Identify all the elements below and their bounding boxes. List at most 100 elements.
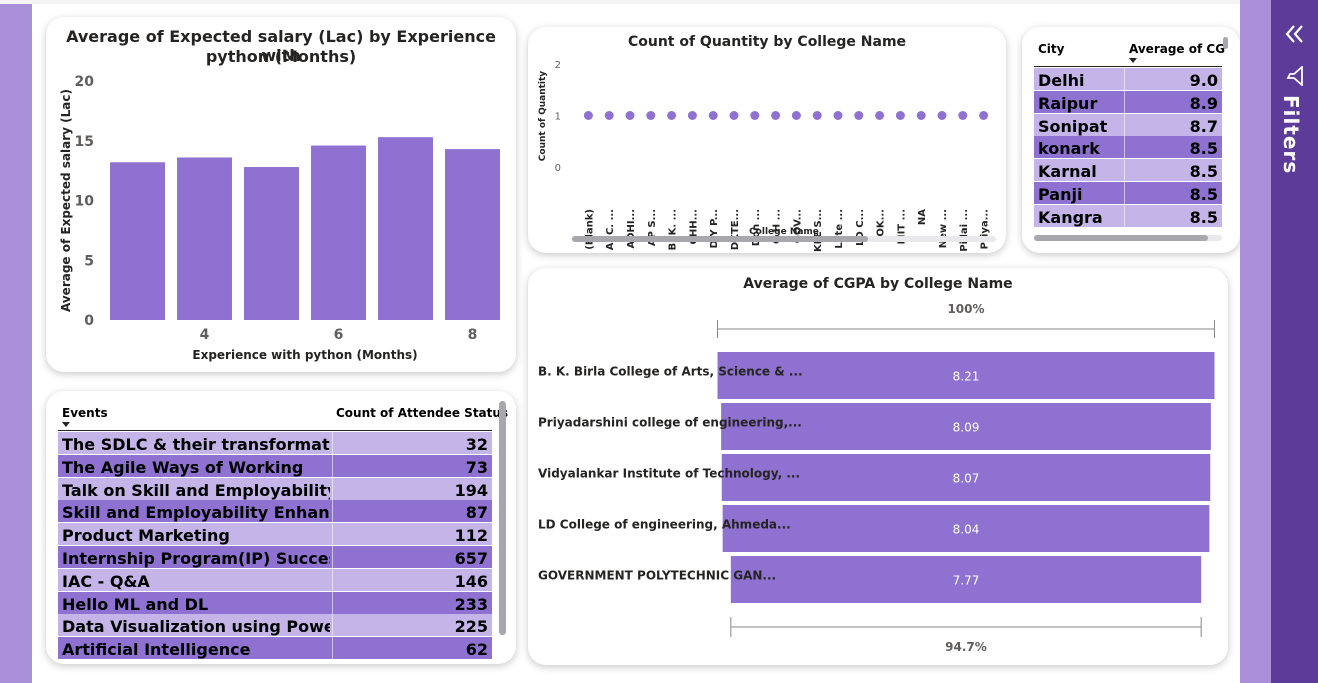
quantity-point xyxy=(729,111,739,120)
event-row-label: Artificial Intelligence xyxy=(62,640,251,660)
city-row[interactable]: konark 8.5 xyxy=(1034,136,1222,159)
salary-bar xyxy=(244,167,299,320)
event-row-label: Talk on Skill and Employability Enhancem… xyxy=(62,480,330,500)
events-sort-desc-icon[interactable] xyxy=(62,422,70,427)
quantity-point xyxy=(937,111,947,120)
city-row[interactable]: Panji 8.5 xyxy=(1034,182,1222,204)
events-column-header[interactable]: Events xyxy=(62,406,108,420)
x-tick-label: Pillai ... xyxy=(959,209,970,252)
attendee-count-column-header[interactable]: Count of Attendee Status xyxy=(336,406,509,420)
city-row[interactable]: Raipur 8.9 xyxy=(1034,90,1222,113)
cgpa-category-label: LD College of engineering, Ahmeda... xyxy=(538,518,791,532)
event-row-value: 657 xyxy=(454,549,488,568)
double-chevron-left-icon[interactable] xyxy=(1283,22,1307,46)
city-row[interactable]: Kangra 8.5 xyxy=(1034,204,1222,227)
events-table-vscroll-thumb[interactable] xyxy=(499,401,506,635)
x-axis-label: Experience with python (Months) xyxy=(192,348,417,362)
event-row[interactable]: Skill and Employability Enhancement 87 xyxy=(58,500,492,523)
filters-label[interactable]: Filters xyxy=(1279,95,1303,175)
event-row-label: Product Marketing xyxy=(62,526,230,546)
event-row[interactable]: Artificial Intelligence 62 xyxy=(58,637,492,660)
column-divider xyxy=(332,568,333,591)
cgpa-column-header[interactable]: Average of CGP. xyxy=(1129,42,1225,56)
cgpa-bar xyxy=(721,454,1211,501)
event-row[interactable]: Data Visualization using Power BI 225 xyxy=(58,614,492,637)
city-row-label: konark xyxy=(1038,139,1100,159)
y-tick-label: 1 xyxy=(555,112,561,123)
event-row-value: 233 xyxy=(454,594,488,614)
column-divider xyxy=(1124,136,1125,159)
quantity-point xyxy=(708,111,718,120)
salary-bar xyxy=(311,145,366,320)
cgpa-data-label: 8.21 xyxy=(953,370,980,384)
funnel-bottom-percent: 94.7% xyxy=(945,640,987,654)
event-row[interactable]: The Agile Ways of Working 73 xyxy=(58,454,492,477)
cgpa-category-label: Priyadarshini college of engineering,... xyxy=(538,416,802,430)
filters-pane[interactable]: Filters xyxy=(1271,0,1318,683)
sort-desc-icon[interactable] xyxy=(1129,58,1137,63)
quantity-point xyxy=(687,111,697,120)
quantity-point xyxy=(916,111,926,120)
cgpa-chart-card[interactable]: Average of CGPA by College Name 100% 8.21… xyxy=(528,268,1228,665)
event-row-value: 32 xyxy=(465,435,488,454)
city-row[interactable]: Delhi 9.0 xyxy=(1034,68,1222,90)
x-tick-label: NA xyxy=(917,209,928,225)
event-row[interactable]: Product Marketing 112 xyxy=(58,523,492,546)
city-table-vscroll[interactable] xyxy=(1223,37,1228,49)
events-table-card[interactable]: Events Count of Attendee Status The SDLC… xyxy=(46,391,516,664)
cgpa-data-label: 8.07 xyxy=(953,472,980,486)
event-row[interactable]: Internship Program(IP) Success Conclave 6… xyxy=(58,546,492,568)
y-axis-label: Count of Quantity xyxy=(538,71,548,161)
y-tick-label: 20 xyxy=(75,74,95,90)
quantity-chart-plot: 2 1 0 Count of Quantity (Blank) A. C. ... ADHI… xyxy=(538,60,991,252)
city-row-value: 8.5 xyxy=(1189,139,1218,159)
column-divider xyxy=(1124,182,1125,204)
event-row[interactable]: Hello ML and DL 233 xyxy=(58,591,492,614)
x-tick-label: DKTE... xyxy=(730,209,741,250)
x-tick-label: New ... xyxy=(938,209,949,248)
quantity-point xyxy=(875,111,885,120)
y-tick-label: 2 xyxy=(555,60,561,71)
column-divider xyxy=(332,614,333,637)
right-margin-strip xyxy=(1240,0,1271,683)
event-row[interactable]: Talk on Skill and Employability Enhancem… xyxy=(58,477,492,500)
y-tick-label: 5 xyxy=(84,253,94,269)
column-divider xyxy=(1124,113,1125,136)
y-tick-label: 10 xyxy=(75,194,95,210)
city-row[interactable]: Sonipat 8.7 xyxy=(1034,113,1222,136)
quantity-chart-card[interactable]: Count of Quantity by College Name 2 1 0 Cou… xyxy=(528,27,1006,253)
city-column-header[interactable]: City xyxy=(1038,42,1065,56)
city-row-label: Delhi xyxy=(1038,71,1085,90)
events-table-vscroll[interactable] xyxy=(499,401,506,635)
event-row-value: 62 xyxy=(465,640,488,660)
column-divider xyxy=(332,454,333,477)
quantity-point xyxy=(750,111,760,120)
x-tick-label: AP S... xyxy=(647,209,658,246)
event-row[interactable]: The SDLC & their transformations 32 xyxy=(58,432,492,454)
salary-chart-card[interactable]: Average of Expected salary (Lac) by Expe… xyxy=(46,17,516,372)
y-axis-label: Average of Expected salary (Lac) xyxy=(59,89,73,312)
quantity-point xyxy=(771,111,781,120)
quantity-point xyxy=(791,111,801,120)
event-row-value: 73 xyxy=(465,457,488,477)
funnel-icon[interactable] xyxy=(1284,66,1308,86)
cgpa-data-label: 8.09 xyxy=(953,421,980,435)
cgpa-data-label: 8.04 xyxy=(953,523,980,537)
city-table-hscroll-thumb[interactable] xyxy=(1034,235,1208,241)
event-row[interactable]: IAC - Q&A 146 xyxy=(58,568,492,591)
quantity-point xyxy=(833,111,843,120)
city-table-card[interactable]: City Average of CGP. Delhi 9.0Raipur8.9So… xyxy=(1022,27,1240,253)
city-table-hscroll[interactable] xyxy=(1034,235,1222,241)
event-row-value: 112 xyxy=(454,526,488,546)
city-row-label: Panji xyxy=(1038,185,1083,204)
salary-chart-plot: 20 15 10 5 0 Average of Expected salary (Lac)… xyxy=(59,74,500,362)
x-tick-label: A. C. ... xyxy=(605,209,616,250)
cgpa-category-label: GOVERNMENT POLYTECHNIC GAN... xyxy=(538,569,776,583)
x-tick-label: Late ... xyxy=(834,209,845,249)
city-row[interactable]: Karnal 8.5 xyxy=(1034,159,1222,182)
quantity-chart-scrollbar[interactable] xyxy=(572,236,996,242)
x-tick-label: LOK... xyxy=(876,209,887,243)
quantity-chart-scroll-thumb[interactable] xyxy=(572,236,868,242)
city-table-vscroll-thumb[interactable] xyxy=(1223,37,1228,49)
city-row-value: 9.0 xyxy=(1189,71,1218,90)
